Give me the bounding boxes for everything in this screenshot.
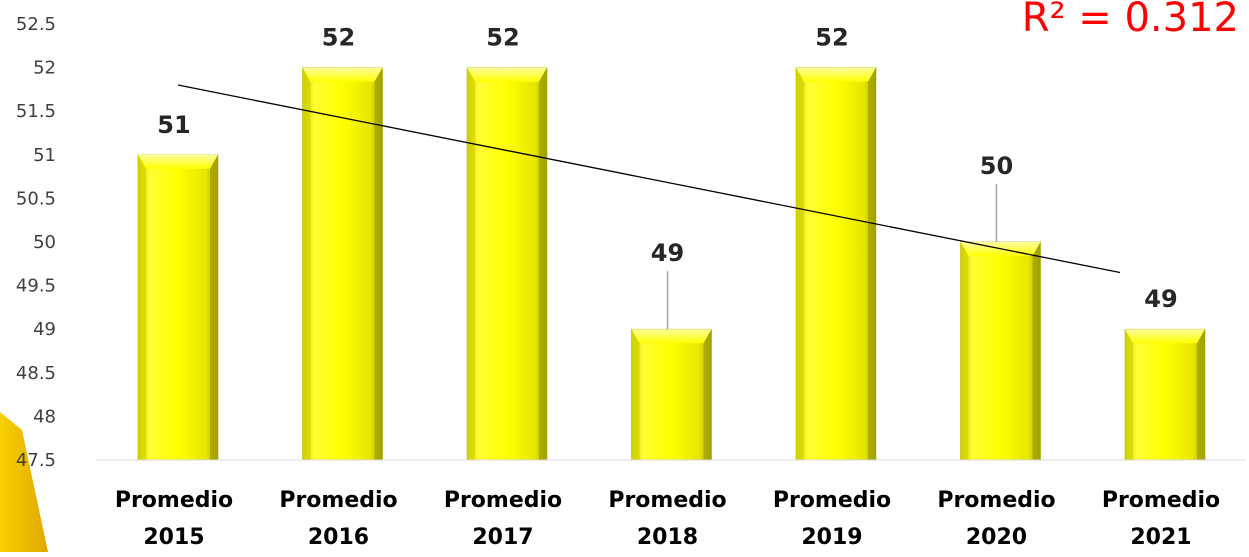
category-label: 2019	[801, 525, 862, 550]
category-label: Promedio	[1102, 488, 1220, 513]
bar	[1124, 328, 1206, 461]
y-tick-label: 51	[33, 145, 56, 166]
bar-body	[137, 154, 219, 461]
category-label: Promedio	[773, 488, 891, 513]
data-labels: 51 52 52 49 52 50 49	[157, 24, 1177, 314]
bar-body	[960, 241, 1041, 461]
y-tick-label: 52	[33, 58, 56, 79]
data-label: 52	[815, 24, 848, 52]
bar-body	[466, 67, 548, 461]
bar-bevel-right	[374, 67, 383, 460]
bar-bevel-top	[138, 154, 218, 169]
y-axis: 52.5 52 51.5 51 50.5 50 49.5 49 48.5 48 47.5	[16, 14, 56, 471]
bar-body	[302, 67, 383, 461]
category-label: Promedio	[279, 488, 397, 513]
data-label: 52	[322, 24, 355, 52]
bar-bevel-top	[796, 67, 876, 82]
bar-bevel-left	[138, 154, 146, 461]
bar-bevel-top	[1125, 329, 1205, 344]
category-label: 2016	[308, 525, 369, 550]
y-tick-label: 47.5	[16, 450, 56, 471]
bar-bevel-right	[1197, 329, 1205, 460]
y-tick-label: 48.5	[16, 363, 56, 384]
bar-bevel-right	[1032, 242, 1041, 460]
category-label: Promedio	[115, 488, 233, 513]
y-tick-label: 52.5	[16, 14, 56, 35]
bar	[631, 328, 712, 461]
bar-body	[631, 328, 712, 461]
trendline	[177, 84, 1121, 274]
bar-body	[1124, 328, 1206, 461]
x-axis: Promedio 2015 Promedio 2016 Promedio 2017 Prom…	[96, 459, 1245, 550]
bar-body	[795, 67, 877, 461]
category-label: Promedio	[608, 488, 726, 513]
data-label: 49	[1144, 285, 1177, 313]
bar-bevel-right	[703, 329, 712, 460]
bar	[795, 67, 877, 461]
y-tick-label: 48	[33, 406, 56, 427]
bar-bevel-left	[467, 67, 475, 460]
bar-bevel-left	[960, 242, 969, 460]
bar-bevel-right	[210, 154, 218, 461]
trendline-group	[177, 84, 1121, 274]
bar-bevel-right	[868, 67, 876, 460]
r-squared-label: R² = 0.312	[1022, 0, 1239, 41]
data-label: 52	[486, 24, 519, 52]
bar-bevel-right	[539, 67, 547, 460]
category-label: 2015	[143, 525, 204, 550]
bar-bevel-left	[302, 67, 311, 460]
y-tick-label: 50	[33, 232, 56, 253]
bar-bevel-left	[796, 67, 804, 460]
y-tick-label: 49	[33, 319, 56, 340]
category-label: 2020	[966, 525, 1027, 550]
bar	[466, 67, 548, 461]
bar-bevel-top	[302, 67, 383, 82]
y-tick-label: 51.5	[16, 101, 56, 122]
bar	[302, 67, 383, 461]
bar-bevel-top	[467, 67, 547, 82]
y-tick-label: 49.5	[16, 276, 56, 297]
category-label: 2017	[472, 525, 533, 550]
category-label: Promedio	[937, 488, 1055, 513]
bar	[137, 154, 219, 461]
category-label: 2018	[637, 525, 698, 550]
bar	[960, 241, 1041, 461]
data-label: 50	[980, 152, 1013, 180]
decorative-accent-shape	[0, 412, 48, 552]
bar-bevel-left	[631, 329, 640, 460]
label-leaders	[666, 184, 998, 330]
category-label: Promedio	[444, 488, 562, 513]
y-tick-label: 50.5	[16, 188, 56, 209]
bar-bevel-top	[631, 329, 712, 344]
bar-bevel-left	[1125, 329, 1133, 460]
category-label: 2021	[1130, 525, 1191, 550]
data-label: 49	[651, 239, 684, 267]
data-label: 51	[157, 111, 190, 139]
